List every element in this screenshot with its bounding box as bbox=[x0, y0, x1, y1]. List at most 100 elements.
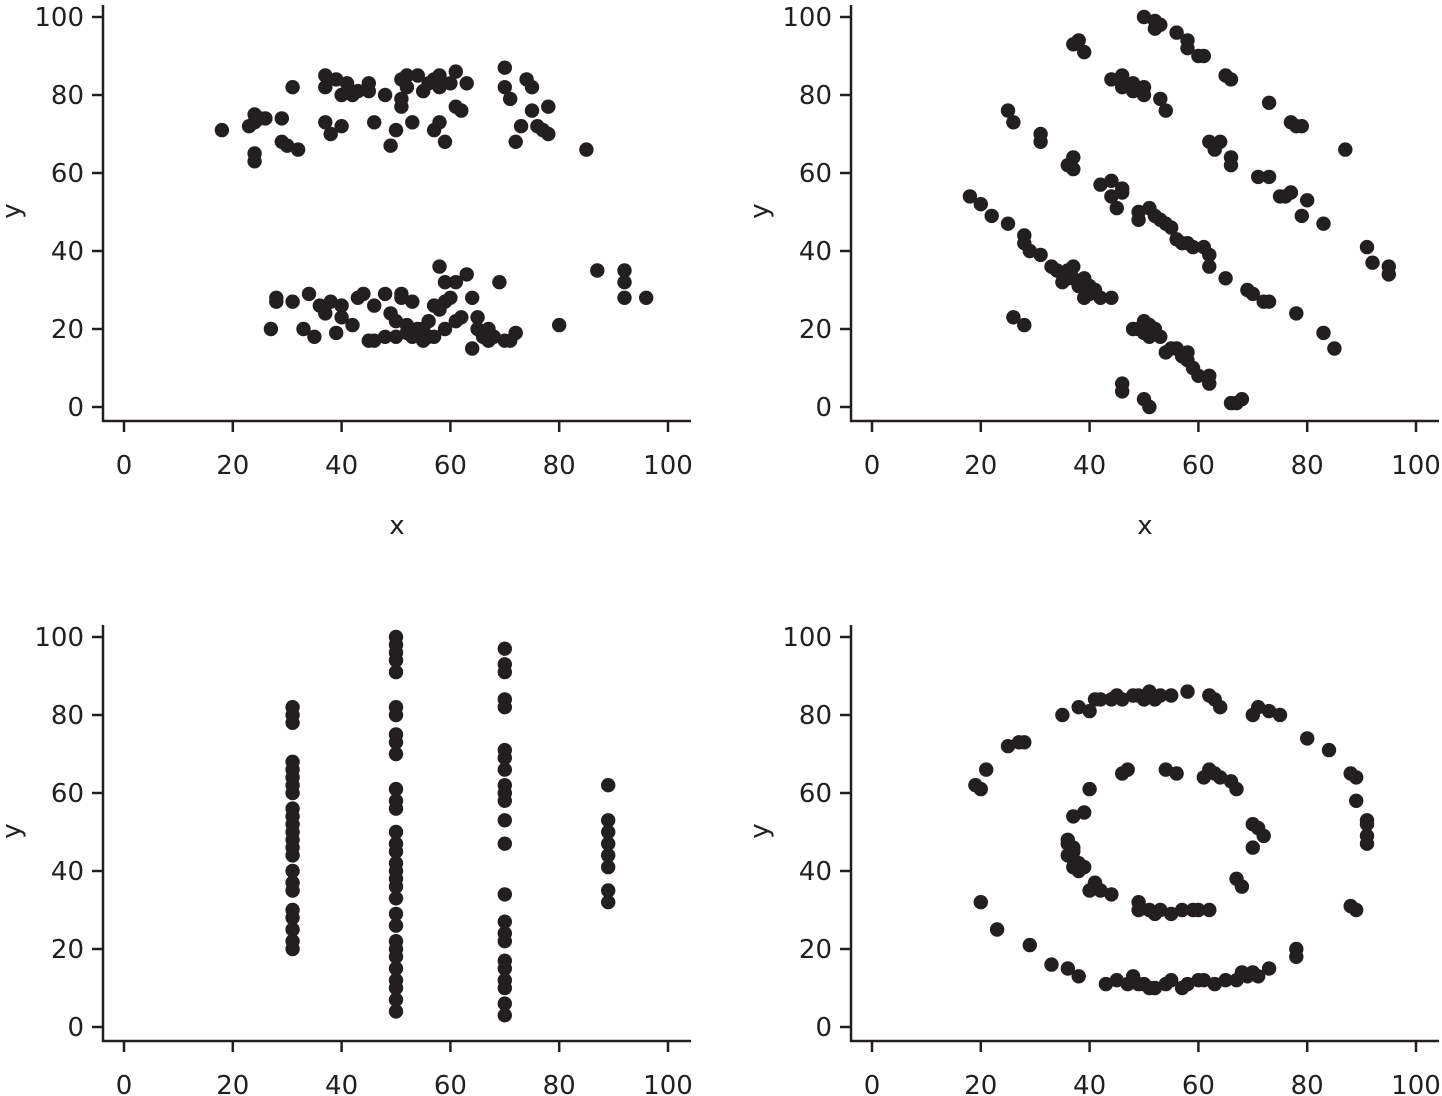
data-point bbox=[1191, 368, 1206, 383]
data-point bbox=[465, 341, 480, 356]
data-point bbox=[579, 142, 594, 157]
data-point bbox=[1191, 973, 1206, 988]
data-point bbox=[1196, 48, 1212, 64]
data-point bbox=[394, 290, 409, 305]
data-point bbox=[1017, 228, 1032, 243]
x-tick-label: 80 bbox=[1291, 451, 1324, 481]
data-point bbox=[1261, 294, 1277, 309]
data-point bbox=[497, 60, 512, 75]
data-point bbox=[552, 317, 567, 333]
data-point bbox=[1316, 325, 1331, 341]
data-point bbox=[1359, 817, 1375, 832]
data-point bbox=[1261, 95, 1277, 111]
panel-bottom-right: 0 20 40 60 80 100 0 20 40 60 80 100 y bbox=[745, 623, 1441, 1096]
data-point bbox=[497, 934, 512, 949]
data-point bbox=[497, 1008, 512, 1023]
data-point bbox=[214, 122, 230, 138]
data-point bbox=[1213, 770, 1228, 785]
data-point bbox=[962, 189, 978, 204]
data-point bbox=[318, 306, 333, 321]
data-point bbox=[367, 333, 382, 348]
x-tick-label: 60 bbox=[434, 451, 467, 481]
data-point bbox=[399, 68, 415, 83]
data-point bbox=[410, 68, 425, 83]
panel-bottom-left: 0 20 40 60 80 100 0 20 40 60 80 100 y bbox=[0, 623, 693, 1096]
data-point bbox=[1104, 887, 1119, 902]
data-point bbox=[601, 859, 616, 875]
data-point bbox=[307, 329, 322, 344]
data-point bbox=[388, 746, 404, 762]
data-point bbox=[459, 76, 474, 91]
data-point bbox=[388, 918, 404, 933]
data-point bbox=[285, 910, 300, 925]
data-point bbox=[1071, 700, 1086, 715]
y-tick-label: 60 bbox=[799, 779, 832, 809]
data-point bbox=[979, 762, 994, 777]
data-point bbox=[1153, 902, 1168, 918]
data-point bbox=[334, 310, 349, 325]
data-point bbox=[388, 1004, 404, 1019]
data-point bbox=[470, 310, 485, 325]
data-point bbox=[497, 750, 512, 766]
data-point bbox=[497, 961, 512, 976]
data-point bbox=[1349, 770, 1364, 785]
data-point bbox=[1185, 239, 1201, 255]
data-point bbox=[1174, 980, 1190, 996]
y-tick-label: 60 bbox=[51, 159, 84, 189]
data-point bbox=[1000, 739, 1016, 754]
data-point bbox=[497, 793, 512, 808]
axis-ticks: 0 20 40 60 80 100 0 20 40 60 80 100 bbox=[782, 623, 1440, 1096]
data-point bbox=[1365, 255, 1380, 270]
data-point bbox=[1289, 306, 1304, 321]
data-point bbox=[1071, 33, 1086, 48]
x-tick-label: 100 bbox=[1391, 1071, 1441, 1096]
data-point bbox=[1169, 25, 1184, 40]
data-point bbox=[448, 275, 463, 290]
data-point bbox=[1223, 158, 1239, 173]
y-tick-label: 40 bbox=[51, 857, 84, 887]
data-point bbox=[1153, 91, 1168, 107]
data-points bbox=[968, 684, 1375, 996]
data-point bbox=[432, 68, 447, 83]
x-tick-label: 0 bbox=[864, 1071, 881, 1096]
x-tick-label: 0 bbox=[864, 451, 881, 481]
y-tick-label: 0 bbox=[815, 1013, 832, 1043]
x-tick-label: 40 bbox=[1073, 1071, 1106, 1096]
data-point bbox=[973, 895, 988, 910]
x-tick-label: 20 bbox=[964, 451, 997, 481]
data-point bbox=[1142, 399, 1157, 415]
data-point bbox=[1153, 17, 1168, 32]
data-point bbox=[1044, 957, 1059, 972]
data-point bbox=[1115, 185, 1130, 200]
data-point bbox=[1229, 973, 1244, 988]
data-point bbox=[454, 103, 469, 118]
data-point bbox=[1006, 115, 1021, 130]
data-point bbox=[1338, 142, 1353, 157]
data-point bbox=[1261, 169, 1277, 185]
data-point bbox=[601, 836, 616, 851]
y-tick-label: 80 bbox=[799, 701, 832, 731]
data-point bbox=[1060, 961, 1076, 976]
data-point bbox=[1191, 902, 1206, 918]
data-point bbox=[1000, 103, 1016, 118]
data-point bbox=[1082, 781, 1097, 797]
data-point bbox=[1321, 742, 1337, 758]
data-point bbox=[388, 653, 404, 668]
data-point bbox=[1164, 220, 1179, 235]
data-point bbox=[388, 906, 404, 922]
data-point bbox=[497, 813, 512, 828]
data-point bbox=[367, 298, 382, 313]
data-point bbox=[1294, 208, 1310, 224]
data-point bbox=[1033, 126, 1048, 142]
x-tick-label: 40 bbox=[1073, 451, 1106, 481]
data-point bbox=[513, 119, 529, 134]
data-point bbox=[448, 64, 463, 79]
axis-ticks: 0 20 40 60 80 100 0 20 40 60 80 100 bbox=[34, 3, 692, 481]
data-point bbox=[1006, 310, 1021, 325]
y-tick-label: 40 bbox=[799, 857, 832, 887]
data-point bbox=[1316, 216, 1331, 231]
data-point bbox=[437, 134, 453, 149]
axes-frame bbox=[101, 5, 691, 423]
x-tick-label: 100 bbox=[643, 1071, 693, 1096]
data-point bbox=[617, 275, 632, 290]
